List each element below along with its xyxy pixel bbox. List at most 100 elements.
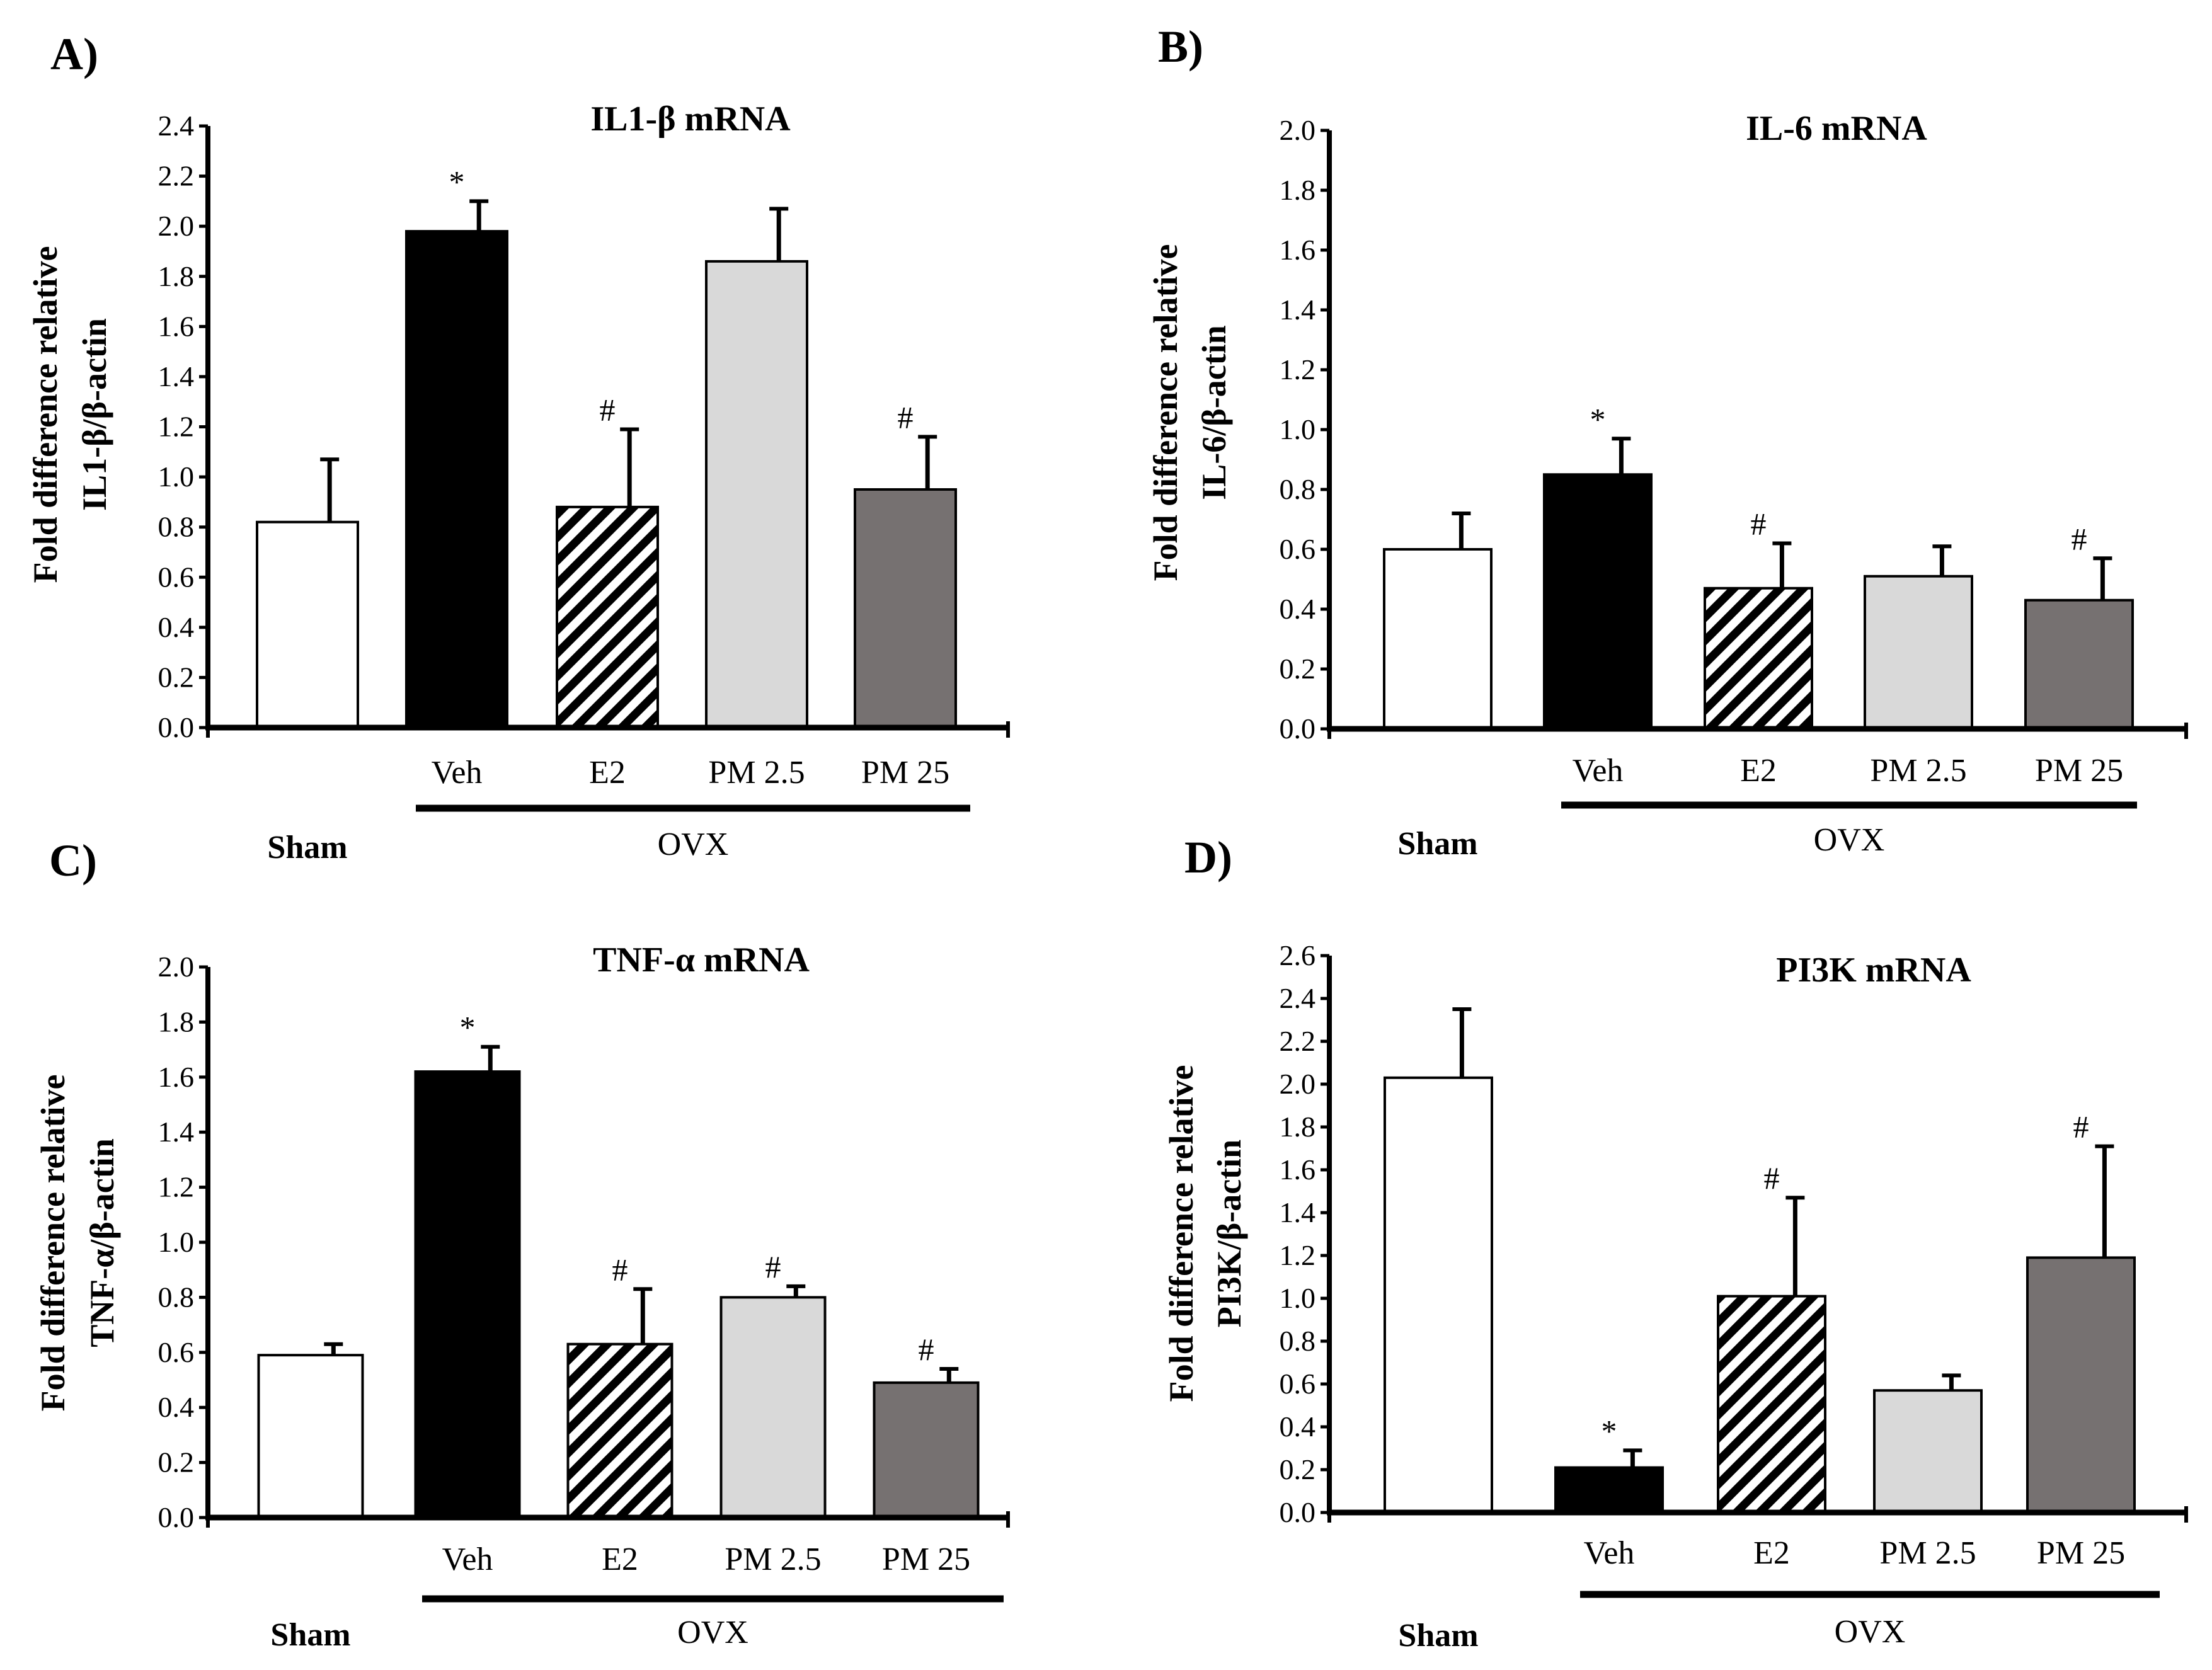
- bar-0: [1383, 548, 1493, 730]
- x-category-label: Veh: [1573, 753, 1624, 789]
- y-tick-label: 0.4: [158, 1391, 195, 1423]
- x-category-label: Sham: [1398, 1618, 1478, 1654]
- bar-1: [1554, 1466, 1664, 1514]
- y-tick-label: 0.2: [1280, 1453, 1316, 1485]
- bar-2: [1717, 1295, 1826, 1514]
- y-tick-label: 0.4: [1280, 593, 1316, 625]
- y-axis-label-line2: IL-6/β-actin: [1195, 325, 1233, 500]
- chart-panel-2: C) TNF-α mRNA Fold difference relative TNF-…: [34, 835, 1010, 1653]
- x-category-label: E2: [602, 1541, 638, 1577]
- panel-label: C): [49, 835, 97, 886]
- y-tick-label: 0.8: [158, 511, 195, 543]
- y-tick-label: 0.8: [1280, 473, 1316, 505]
- bar-4: [2026, 1256, 2136, 1514]
- y-tick-label: 2.4: [1280, 982, 1316, 1014]
- y-tick-label: 2.2: [158, 160, 195, 192]
- bar-3: [719, 1296, 827, 1519]
- significance-marker-3: #: [765, 1249, 781, 1284]
- x-category-label: PM 2.5: [708, 755, 805, 791]
- y-tick-label: 1.2: [158, 1171, 195, 1203]
- y-tick-label: 1.8: [1280, 1111, 1316, 1143]
- panel-label: A): [50, 29, 98, 79]
- significance-marker-1: *: [1590, 401, 1606, 437]
- y-tick-label: 1.0: [1280, 413, 1316, 445]
- y-tick-label: 2.0: [1280, 114, 1316, 146]
- bar-0: [257, 1354, 364, 1519]
- significance-marker-1: *: [1602, 1413, 1617, 1448]
- x-category-label: PM 2.5: [1879, 1535, 1976, 1571]
- y-tick-label: 1.8: [158, 260, 195, 292]
- y-tick-label: 1.8: [1280, 174, 1316, 206]
- y-axis-label-line1: Fold difference relative: [26, 246, 64, 583]
- y-tick-label: 1.6: [158, 1061, 195, 1093]
- y-axis-label-line1: Fold difference relative: [1147, 244, 1184, 581]
- bar-1: [405, 230, 508, 729]
- bar-2: [1704, 586, 1813, 730]
- chart-panel-1: B) IL-6 mRNA Fold difference relative IL-6/…: [1147, 21, 2188, 862]
- chart-panel-0: A) IL1-β mRNA Fold difference relative IL1-…: [26, 29, 1010, 866]
- chart-panel-3: D) PI3K mRNA Fold difference relative PI3K/…: [1162, 832, 2188, 1654]
- y-tick-label: 0.2: [158, 661, 195, 693]
- y-tick-label: 2.0: [1280, 1068, 1316, 1100]
- significance-marker-4: #: [919, 1332, 934, 1367]
- y-tick-label: 0.6: [158, 1336, 195, 1368]
- y-tick-label: 0.8: [158, 1281, 195, 1313]
- bar-2: [556, 505, 659, 729]
- significance-marker-2: #: [612, 1252, 628, 1287]
- bar-4: [2024, 598, 2134, 730]
- x-category-label: PM 25: [861, 755, 949, 791]
- y-tick-label: 2.4: [158, 110, 195, 142]
- x-category-label: E2: [589, 755, 626, 791]
- bar-3: [1873, 1389, 1983, 1514]
- significance-marker-4: #: [2072, 521, 2087, 556]
- panel-label: B): [1158, 21, 1203, 72]
- significance-marker-2: #: [1751, 506, 1767, 542]
- significance-marker-4: #: [2073, 1109, 2089, 1145]
- y-tick-label: 1.2: [1280, 353, 1316, 386]
- y-tick-label: 0.0: [158, 711, 195, 743]
- y-tick-label: 1.0: [158, 460, 195, 493]
- y-tick-label: 1.4: [1280, 1196, 1316, 1228]
- panel-label: D): [1184, 832, 1232, 883]
- y-tick-label: 2.6: [1280, 939, 1316, 971]
- y-tick-label: 1.0: [1280, 1282, 1316, 1314]
- significance-marker-4: #: [898, 399, 914, 435]
- y-tick-label: 0.6: [1280, 533, 1316, 565]
- y-tick-label: 0.0: [1280, 1496, 1316, 1528]
- y-tick-label: 0.2: [158, 1446, 195, 1478]
- x-category-label: E2: [1740, 753, 1777, 789]
- y-axis-label-line2: IL1-β/β-actin: [76, 318, 113, 511]
- y-axis-label-line1: Fold difference relative: [34, 1075, 72, 1412]
- y-tick-label: 0.6: [158, 561, 195, 593]
- y-tick-label: 1.4: [158, 1116, 195, 1148]
- y-tick-label: 0.2: [1280, 653, 1316, 685]
- x-category-label: Veh: [432, 755, 483, 791]
- y-axis-label-line2: PI3K/β-actin: [1210, 1140, 1248, 1327]
- group-label: OVX: [677, 1615, 748, 1650]
- y-tick-label: 1.6: [1280, 1153, 1316, 1186]
- y-tick-label: 1.2: [1280, 1239, 1316, 1271]
- chart-title: TNF-α mRNA: [593, 941, 810, 980]
- x-category-label: Sham: [270, 1617, 350, 1653]
- chart-title: PI3K mRNA: [1776, 951, 1971, 990]
- group-label: OVX: [1814, 822, 1885, 858]
- x-category-label: Sham: [267, 830, 347, 866]
- bar-1: [1543, 473, 1653, 730]
- y-tick-label: 1.6: [1280, 234, 1316, 266]
- y-tick-label: 0.4: [158, 611, 195, 643]
- x-category-label: PM 2.5: [1870, 753, 1966, 789]
- y-tick-label: 0.0: [158, 1501, 195, 1533]
- y-tick-label: 0.4: [1280, 1410, 1316, 1443]
- y-tick-label: 0.0: [1280, 712, 1316, 745]
- x-category-label: PM 25: [2035, 753, 2123, 789]
- y-tick-label: 1.8: [158, 1005, 195, 1038]
- y-tick-label: 0.6: [1280, 1368, 1316, 1400]
- chart-title: IL-6 mRNA: [1746, 109, 1927, 148]
- y-tick-label: 2.2: [1280, 1025, 1316, 1057]
- y-tick-label: 2.0: [158, 951, 195, 983]
- x-category-label: Veh: [1584, 1535, 1635, 1571]
- chart-title: IL1-β mRNA: [590, 100, 791, 139]
- y-tick-label: 1.2: [158, 411, 195, 443]
- y-tick-label: 1.0: [158, 1226, 195, 1258]
